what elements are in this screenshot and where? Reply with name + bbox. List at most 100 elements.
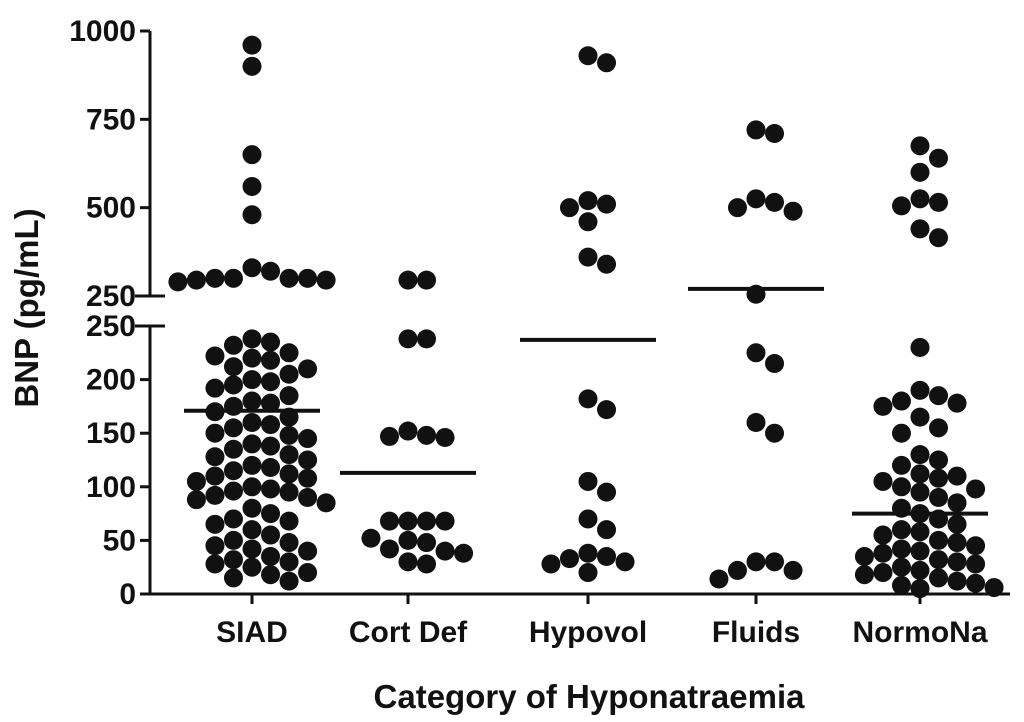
data-point bbox=[242, 258, 262, 278]
data-point bbox=[261, 393, 281, 413]
data-point bbox=[298, 488, 318, 508]
data-point bbox=[279, 364, 299, 384]
data-point bbox=[205, 268, 225, 288]
data-point bbox=[242, 176, 262, 196]
data-point bbox=[929, 228, 949, 248]
data-point bbox=[891, 423, 911, 443]
data-point bbox=[891, 455, 911, 475]
data-point bbox=[929, 488, 949, 508]
data-point bbox=[398, 530, 418, 550]
data-point bbox=[765, 423, 785, 443]
data-point bbox=[205, 554, 225, 574]
data-point bbox=[910, 189, 930, 209]
data-point bbox=[205, 447, 225, 467]
data-point bbox=[727, 560, 747, 580]
data-point bbox=[398, 552, 418, 572]
data-point bbox=[242, 145, 262, 165]
data-point bbox=[279, 445, 299, 465]
data-point bbox=[578, 509, 598, 529]
data-point bbox=[854, 546, 874, 566]
data-point bbox=[947, 466, 967, 486]
data-point bbox=[578, 471, 598, 491]
data-point bbox=[929, 418, 949, 438]
data-point bbox=[361, 528, 381, 548]
data-point bbox=[242, 56, 262, 76]
y-axis-title: BNP (pg/mL) bbox=[8, 208, 45, 407]
data-point bbox=[597, 482, 617, 502]
data-point bbox=[891, 575, 911, 595]
data-point bbox=[597, 400, 617, 420]
data-point bbox=[261, 436, 281, 456]
data-point bbox=[947, 552, 967, 572]
data-point bbox=[947, 533, 967, 553]
data-point bbox=[186, 471, 206, 491]
data-point bbox=[435, 541, 455, 561]
data-point bbox=[298, 450, 318, 470]
data-point bbox=[727, 198, 747, 218]
data-point bbox=[559, 549, 579, 569]
data-point bbox=[947, 493, 967, 513]
data-point bbox=[910, 579, 930, 599]
data-point bbox=[298, 468, 318, 488]
x-tick-label: Cort Def bbox=[349, 616, 468, 649]
data-point bbox=[873, 563, 893, 583]
x-tick-label: NormoNa bbox=[852, 616, 987, 649]
data-point bbox=[578, 247, 598, 267]
data-point bbox=[242, 539, 262, 559]
data-point bbox=[746, 343, 766, 363]
data-point bbox=[929, 148, 949, 168]
data-point bbox=[242, 477, 262, 497]
data-point bbox=[910, 136, 930, 156]
data-point bbox=[454, 543, 474, 563]
data-point bbox=[223, 418, 243, 438]
data-point bbox=[316, 493, 336, 513]
data-point bbox=[929, 568, 949, 588]
data-point bbox=[435, 511, 455, 531]
data-point bbox=[541, 554, 561, 574]
data-point bbox=[261, 415, 281, 435]
data-point bbox=[910, 162, 930, 182]
data-point bbox=[597, 520, 617, 540]
data-point bbox=[242, 205, 262, 225]
x-tick-label: Fluids bbox=[712, 616, 800, 649]
data-point bbox=[746, 552, 766, 572]
data-point bbox=[223, 357, 243, 377]
data-point bbox=[578, 212, 598, 232]
data-point bbox=[910, 337, 930, 357]
data-point bbox=[398, 329, 418, 349]
data-point bbox=[873, 525, 893, 545]
median-lines bbox=[184, 286, 988, 516]
y-tick-label: 250 bbox=[86, 310, 136, 343]
data-point bbox=[186, 490, 206, 510]
data-point bbox=[578, 191, 598, 211]
data-point bbox=[891, 557, 911, 577]
y-tick-label: 150 bbox=[86, 417, 136, 450]
data-point bbox=[417, 511, 437, 531]
data-point bbox=[205, 423, 225, 443]
data-point bbox=[379, 426, 399, 446]
y-tick-label: 1000 bbox=[69, 15, 136, 48]
data-point bbox=[398, 421, 418, 441]
x-axis-title: Category of Hyponatraemia bbox=[374, 678, 806, 715]
data-point bbox=[966, 479, 986, 499]
data-point bbox=[223, 530, 243, 550]
data-point bbox=[765, 552, 785, 572]
data-point bbox=[417, 329, 437, 349]
data-point bbox=[891, 539, 911, 559]
data-point bbox=[578, 563, 598, 583]
data-point bbox=[910, 560, 930, 580]
y-tick-label: 100 bbox=[86, 471, 136, 504]
data-point bbox=[559, 198, 579, 218]
data-point bbox=[205, 485, 225, 505]
data-point bbox=[242, 520, 262, 540]
data-point bbox=[578, 543, 598, 563]
data-point bbox=[279, 571, 299, 591]
x-tick-label: SIAD bbox=[216, 616, 288, 649]
data-point bbox=[929, 192, 949, 212]
data-point bbox=[578, 389, 598, 409]
x-tick-label: Hypovol bbox=[529, 616, 647, 649]
data-point bbox=[746, 412, 766, 432]
data-point bbox=[765, 192, 785, 212]
data-point bbox=[261, 546, 281, 566]
data-point bbox=[379, 511, 399, 531]
